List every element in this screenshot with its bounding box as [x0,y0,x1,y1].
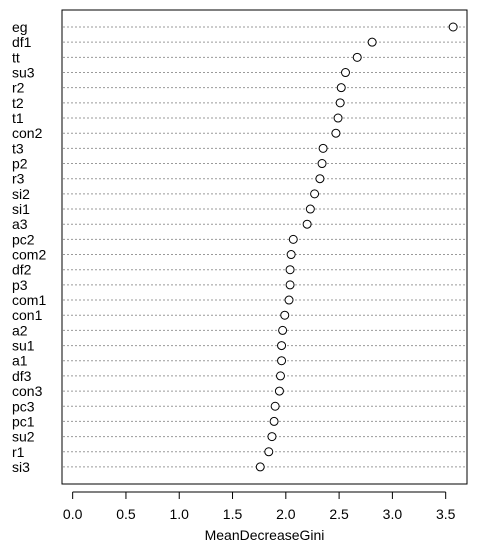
data-point-t3 [318,143,328,153]
category-label-p3: p3 [12,277,28,293]
category-label-si2: si2 [12,186,30,202]
category-label-p2: p2 [12,156,28,172]
category-label-a1: a1 [12,353,28,369]
x-axis: 0.0 0.5 1.0 1.5 2.0 2.5 3.0 3.5 [63,491,456,522]
x-tick-label: 0.5 [116,506,136,522]
category-label-su3: su3 [12,65,35,81]
data-point-df1 [367,37,377,47]
data-point-t2 [335,98,345,108]
category-label-t1: t1 [12,110,24,126]
category-label-pc3: pc3 [12,398,35,414]
category-label-r1: r1 [12,444,25,460]
x-tick-label: 2.0 [276,506,296,522]
data-point-p2 [317,159,327,169]
data-point-df3 [275,371,285,381]
data-point-pc2 [288,234,298,244]
data-point-con2 [331,128,341,138]
x-axis-title: MeanDecreaseGini [205,527,325,543]
data-point-r1 [264,447,274,457]
data-point-p3 [285,280,295,290]
data-point-pc3 [270,401,280,411]
data-point-su2 [267,432,277,442]
x-tick-label: 1.5 [223,506,243,522]
data-point-si3 [255,462,265,472]
category-label-com1: com1 [12,292,46,308]
category-label-df2: df2 [12,262,32,278]
guide-lines [63,26,466,468]
data-points [255,22,458,472]
category-labels: egdf1ttsu3r2t2t1con2t3p2r3si2si1a3pc2com… [12,19,46,475]
category-label-con1: con1 [12,307,43,323]
x-tick-label: 3.5 [436,506,456,522]
category-label-tt: tt [12,49,20,65]
category-label-com2: com2 [12,247,46,263]
category-label-t2: t2 [12,95,24,111]
x-tick-label: 1.0 [170,506,190,522]
data-point-eg [448,22,458,32]
category-label-t3: t3 [12,140,24,156]
data-point-com1 [284,295,294,305]
plot-frame [61,9,468,485]
data-point-su3 [341,68,350,78]
x-tick-label: 0.0 [63,506,83,522]
data-point-a2 [278,325,288,335]
data-point-com2 [286,250,296,260]
data-point-r2 [336,83,346,93]
data-point-si1 [305,204,315,214]
data-point-r3 [315,174,325,184]
x-tick-label: 2.5 [329,506,349,522]
category-label-con3: con3 [12,383,43,399]
data-point-su1 [277,341,287,351]
category-label-a3: a3 [12,216,28,232]
data-point-df2 [285,265,295,275]
category-label-con2: con2 [12,125,43,141]
category-label-eg: eg [12,19,28,35]
category-label-df3: df3 [12,368,32,384]
x-tick-label: 3.0 [383,506,403,522]
data-point-tt [352,52,362,62]
data-point-si2 [310,189,320,199]
category-label-df1: df1 [12,34,32,50]
data-point-t1 [333,113,343,123]
category-label-pc2: pc2 [12,231,35,247]
category-label-si3: si3 [12,459,30,475]
data-point-a1 [277,356,287,366]
category-label-su1: su1 [12,338,35,354]
data-point-a3 [302,219,312,229]
category-label-a2: a2 [12,322,28,338]
category-label-su2: su2 [12,429,35,445]
data-point-con3 [274,386,284,396]
category-label-si1: si1 [12,201,30,217]
category-label-pc1: pc1 [12,413,35,429]
data-point-con1 [280,310,290,320]
category-label-r2: r2 [12,80,25,96]
category-label-r3: r3 [12,171,25,187]
data-point-pc1 [269,416,279,426]
